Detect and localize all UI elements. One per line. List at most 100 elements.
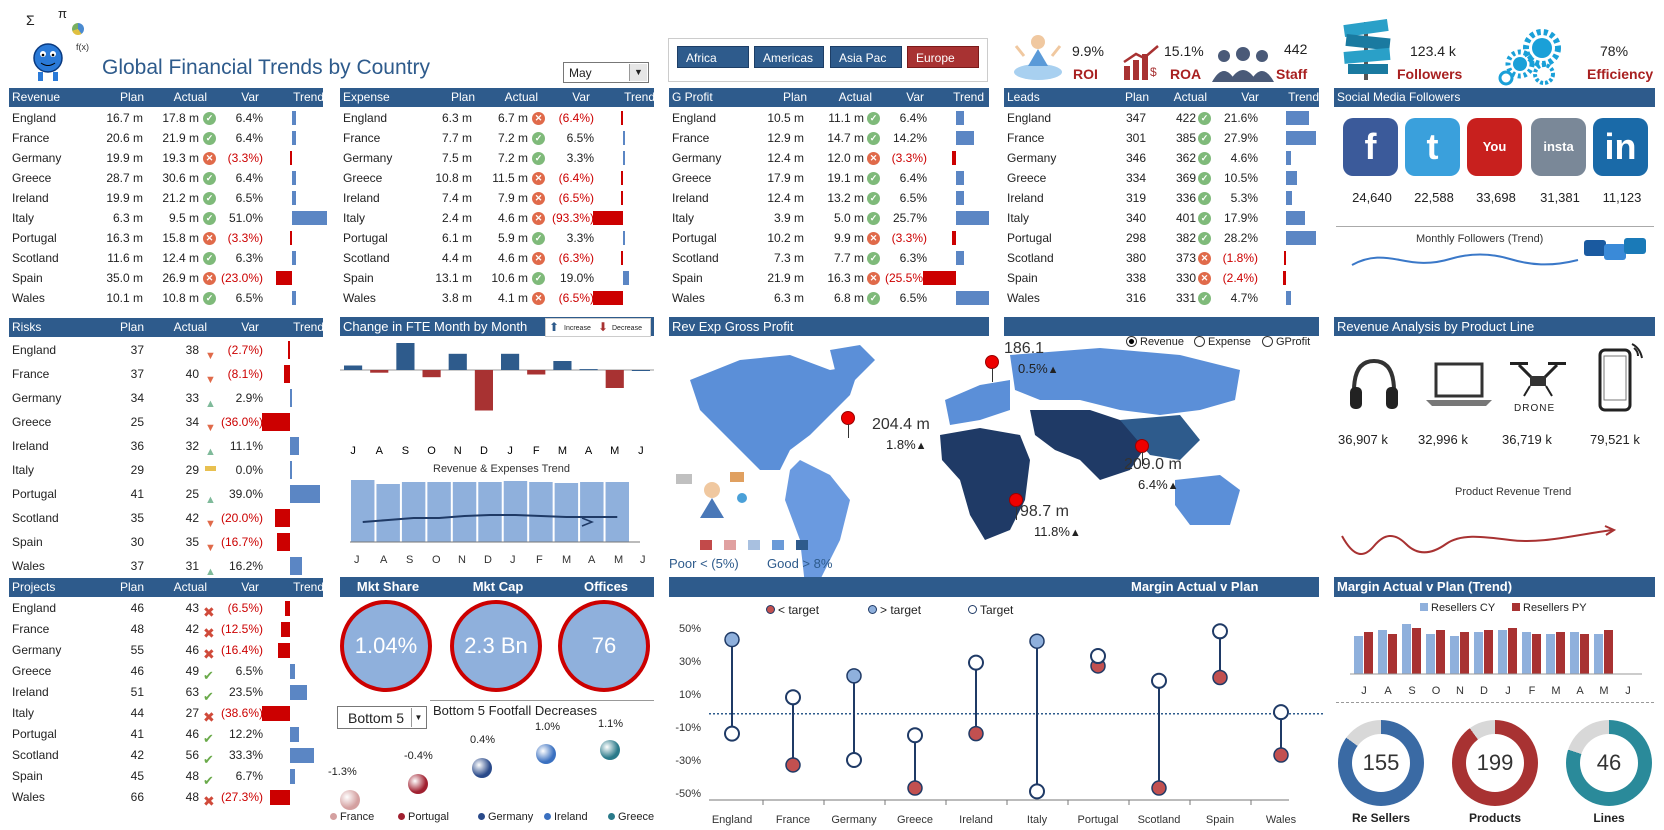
- row-actual: 19.3 m: [162, 151, 199, 165]
- radio-circle[interactable]: [1262, 336, 1273, 347]
- mt-cy-bar: [1450, 636, 1459, 674]
- fte-month: J: [507, 445, 513, 457]
- row-plan: 41: [130, 487, 144, 501]
- map-figure-icon: [676, 472, 747, 518]
- chevron-down-icon[interactable]: ▼: [411, 708, 425, 727]
- fte-legend-increase: Increase: [564, 325, 591, 332]
- fte-title: Change in FTE Month by Month: [343, 319, 528, 334]
- region-button-asia-pac[interactable]: Asia Pac: [830, 46, 902, 68]
- social-network-icon[interactable]: You Tube: [1467, 118, 1522, 212]
- chevron-down-icon[interactable]: ▼: [629, 64, 647, 81]
- margin-country: Ireland: [959, 814, 993, 826]
- map-header-right: [1004, 317, 1319, 336]
- margin-actual-point: [968, 725, 984, 742]
- risks_table-col-0: Risks: [12, 320, 42, 334]
- footfall-select-value: Bottom 5: [348, 710, 405, 726]
- margin-target-point: [907, 727, 923, 744]
- trend-bar: [1286, 151, 1291, 165]
- row-plan: 46: [130, 601, 144, 615]
- trend-bar: [956, 291, 989, 305]
- row-var: (16.7%): [220, 535, 263, 549]
- row-var: 23.5%: [228, 685, 263, 699]
- mt-py-bar: [1484, 630, 1493, 674]
- map-pin-stem: [1142, 452, 1143, 466]
- map-radio-revenue[interactable]: Revenue: [1126, 336, 1184, 348]
- map-pin-icon[interactable]: [1135, 439, 1149, 453]
- fte-bar: [396, 343, 415, 370]
- region-button-americas[interactable]: Americas: [754, 46, 824, 68]
- region-button-europe[interactable]: Europe: [907, 46, 979, 68]
- mt-month: J: [1505, 685, 1511, 697]
- table-row: Scotland 4.4 m 4.6 m ✕ (6.3%): [340, 248, 654, 268]
- margin-y-tick: -10%: [675, 722, 701, 734]
- map-radio-expense[interactable]: Expense: [1194, 336, 1251, 348]
- projects-table: Projects Plan Actual Var Trend England 46 43 ✖ (6…: [9, 578, 324, 809]
- ring-value: 199: [1466, 734, 1524, 792]
- table-row: Italy 340 401 ✓ 17.9%: [1004, 208, 1319, 228]
- row-plan: 319: [1125, 191, 1146, 205]
- region-button-africa[interactable]: Africa: [677, 46, 749, 68]
- table-row: Portugal 41 25 ▲ 39.0%: [9, 482, 323, 506]
- row-actual: 7.2 m: [497, 131, 528, 145]
- triangle-up-icon: ▲: [1047, 364, 1059, 376]
- social-network-icon[interactable]: insta: [1531, 118, 1586, 176]
- row-var: 51.0%: [228, 211, 263, 225]
- fte-bar: [579, 369, 598, 371]
- table-row: Greece 334 369 ✓ 10.5%: [1004, 168, 1319, 188]
- kpi-circle-title: Mkt Share: [356, 579, 420, 594]
- map-pin-icon[interactable]: [985, 355, 999, 369]
- row-name: Wales: [1007, 291, 1040, 305]
- flat-icon: [205, 466, 216, 471]
- margin-country: France: [776, 814, 810, 826]
- leads_table-header: Leads Plan Actual Var Trend: [1004, 88, 1319, 107]
- margin-actual-point: [1273, 747, 1289, 763]
- table-row: Wales 316 331 ✓ 4.7%: [1004, 288, 1319, 308]
- rev-month: D: [484, 554, 492, 566]
- row-plan: 25: [130, 415, 144, 429]
- table-row: Ireland 19.9 m 21.2 m ✓ 6.5%: [9, 188, 323, 208]
- row-actual: 31: [185, 559, 199, 573]
- footfall-value: 1.0%: [535, 721, 561, 733]
- social-network-glyph: You Tube: [1479, 139, 1510, 212]
- cross-icon: ✕: [532, 111, 545, 125]
- row-var: 6.4%: [235, 171, 263, 185]
- expense_table-col-0: Expense: [343, 90, 390, 104]
- row-plan: 334: [1125, 171, 1146, 185]
- arrow-down-icon: ▼: [205, 349, 216, 362]
- radio-circle[interactable]: [1194, 336, 1205, 347]
- check-icon: ✓: [203, 111, 216, 125]
- check-icon: ✓: [1198, 231, 1211, 245]
- trend-bar: [287, 341, 290, 359]
- cross-icon: ✖: [203, 793, 215, 809]
- leads_table-col-2: Actual: [1173, 90, 1207, 104]
- trend-bar: [290, 664, 295, 679]
- legend-dot: [766, 605, 775, 614]
- month-select[interactable]: May ▼: [563, 62, 649, 83]
- social-network-icon[interactable]: t: [1405, 118, 1460, 176]
- social-network-icon[interactable]: in: [1593, 118, 1648, 176]
- rev-month: J: [354, 554, 360, 566]
- row-var: 12.2%: [228, 727, 263, 741]
- risks_table-col-2: Actual: [173, 320, 207, 334]
- map-pin-icon[interactable]: [841, 411, 855, 425]
- radio-circle[interactable]: [1126, 336, 1137, 347]
- check-icon: ✓: [867, 191, 880, 205]
- margin-legend: < target > target Target: [760, 603, 1060, 619]
- check-icon: ✓: [203, 171, 216, 185]
- margin-country: England: [712, 814, 752, 826]
- row-var: 5.3%: [1230, 191, 1258, 205]
- row-var: (2.4%): [1222, 271, 1258, 285]
- row-name: Ireland: [343, 191, 380, 205]
- row-plan: 46: [130, 664, 144, 678]
- table-row: Ireland 36 32 ▲ 11.1%: [9, 434, 323, 458]
- arrow-down-icon: ▼: [205, 517, 216, 530]
- trend-bar: [1286, 171, 1298, 185]
- row-var: (36.0%): [220, 415, 263, 429]
- map-radio-gprofit[interactable]: GProfit: [1262, 336, 1310, 348]
- expense_table-col-1: Plan: [450, 90, 475, 104]
- margin-actual-point: [1212, 669, 1228, 686]
- footfall-select[interactable]: Bottom 5 ▼: [337, 706, 427, 729]
- social-network-icon[interactable]: f: [1343, 118, 1398, 176]
- row-actual: 21.9 m: [162, 131, 199, 145]
- row-actual: 26.9 m: [162, 271, 199, 285]
